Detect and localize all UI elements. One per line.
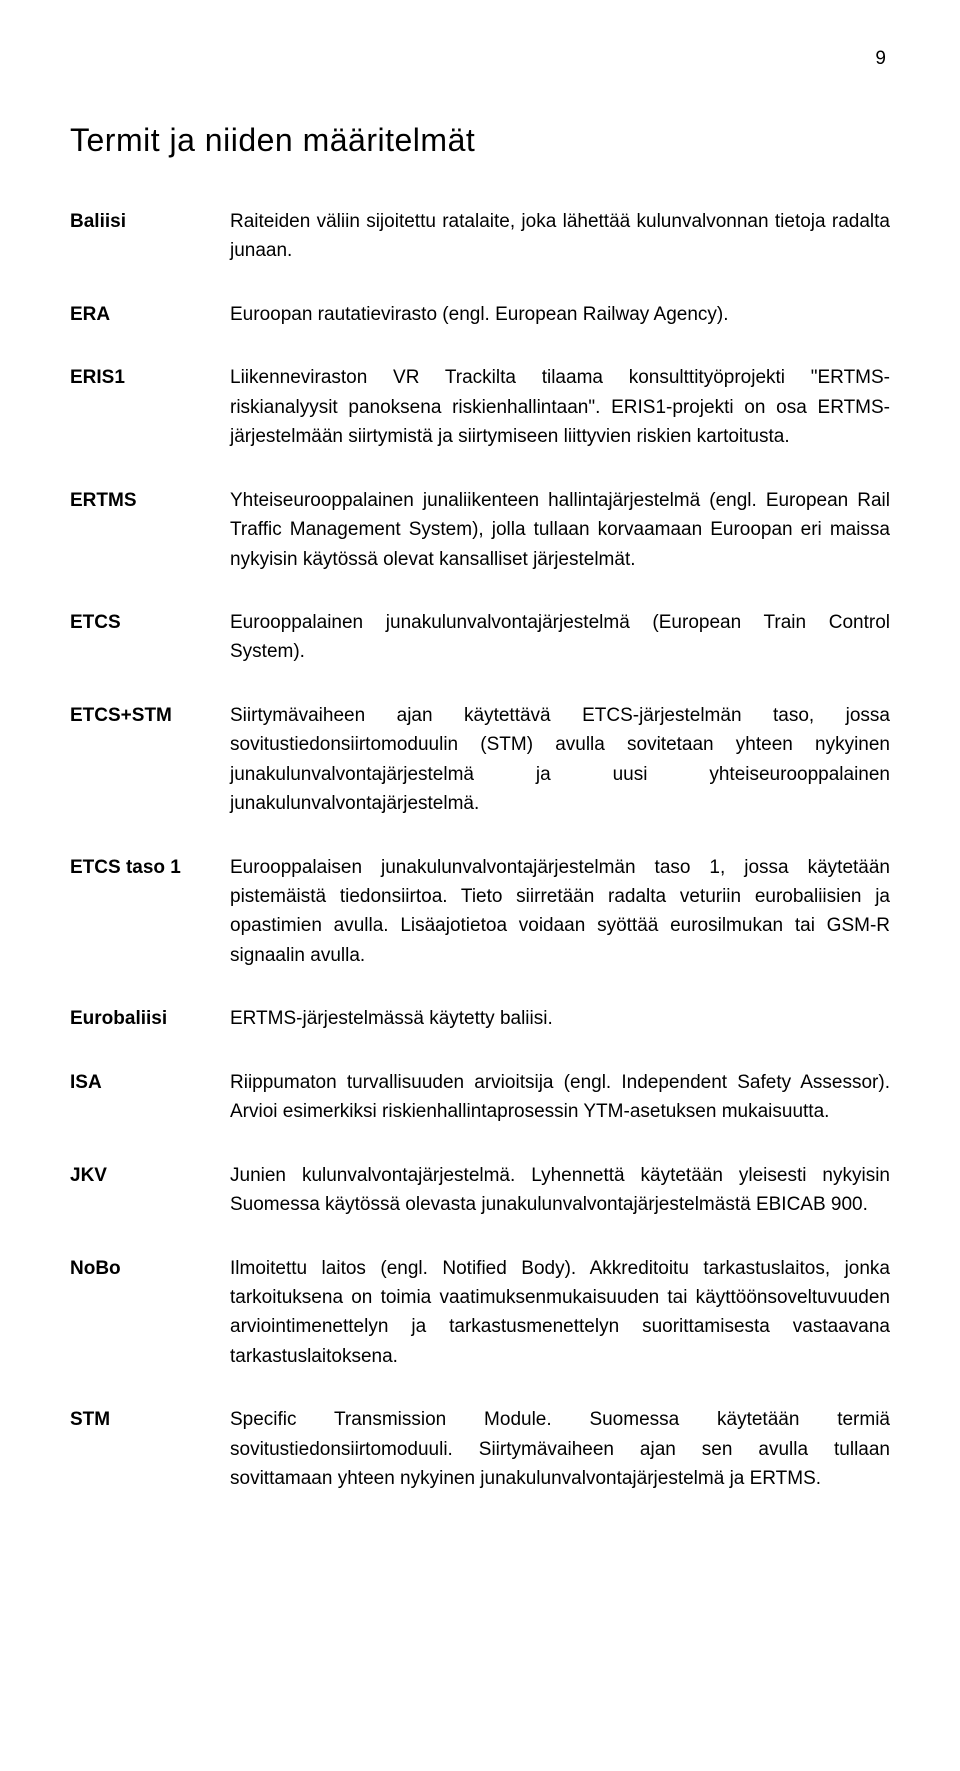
definition-description: Raiteiden väliin sijoitettu ratalaite, j… bbox=[230, 207, 890, 266]
definition-row: ISARiippumaton turvallisuuden arvioitsij… bbox=[70, 1068, 890, 1127]
definition-description: Yhteiseurooppalainen junaliikenteen hall… bbox=[230, 486, 890, 574]
definition-term: Eurobaliisi bbox=[70, 1004, 230, 1033]
definition-row: EurobaliisiERTMS-järjestelmässä käytetty… bbox=[70, 1004, 890, 1033]
definition-term: NoBo bbox=[70, 1254, 230, 1283]
definition-row: BaliisiRaiteiden väliin sijoitettu ratal… bbox=[70, 207, 890, 266]
definition-term: ETCS+STM bbox=[70, 701, 230, 730]
definition-row: ERTMSYhteiseurooppalainen junaliikenteen… bbox=[70, 486, 890, 574]
page-title: Termit ja niiden määritelmät bbox=[70, 122, 890, 159]
definition-row: STMSpecific Transmission Module. Suomess… bbox=[70, 1405, 890, 1493]
definitions-list: BaliisiRaiteiden väliin sijoitettu ratal… bbox=[70, 207, 890, 1494]
definition-term: ERTMS bbox=[70, 486, 230, 515]
definition-term: ERA bbox=[70, 300, 230, 329]
definition-term: ERIS1 bbox=[70, 363, 230, 392]
definition-row: ERIS1Liikenneviraston VR Trackilta tilaa… bbox=[70, 363, 890, 451]
definition-term: ETCS taso 1 bbox=[70, 853, 230, 882]
definition-term: ISA bbox=[70, 1068, 230, 1097]
definition-description: Riippumaton turvallisuuden arvioitsija (… bbox=[230, 1068, 890, 1127]
definition-description: Ilmoitettu laitos (engl. Notified Body).… bbox=[230, 1254, 890, 1372]
definition-term: JKV bbox=[70, 1161, 230, 1190]
definition-description: Specific Transmission Module. Suomessa k… bbox=[230, 1405, 890, 1493]
definition-description: Eurooppalainen junakulunvalvontajärjeste… bbox=[230, 608, 890, 667]
definition-description: Eurooppalaisen junakulunvalvontajärjeste… bbox=[230, 853, 890, 971]
definition-row: ERAEuroopan rautatievirasto (engl. Europ… bbox=[70, 300, 890, 329]
definition-row: NoBoIlmoitettu laitos (engl. Notified Bo… bbox=[70, 1254, 890, 1372]
definition-description: Liikenneviraston VR Trackilta tilaama ko… bbox=[230, 363, 890, 451]
definition-row: ETCS taso 1Eurooppalaisen junakulunvalvo… bbox=[70, 853, 890, 971]
definition-term: ETCS bbox=[70, 608, 230, 637]
definition-row: ETCSEurooppalainen junakulunvalvontajärj… bbox=[70, 608, 890, 667]
definition-term: STM bbox=[70, 1405, 230, 1434]
definition-description: ERTMS-järjestelmässä käytetty baliisi. bbox=[230, 1004, 890, 1033]
definition-row: ETCS+STMSiirtymävaiheen ajan käytettävä … bbox=[70, 701, 890, 819]
definition-description: Siirtymävaiheen ajan käytettävä ETCS-jär… bbox=[230, 701, 890, 819]
definition-row: JKVJunien kulunvalvontajärjestelmä. Lyhe… bbox=[70, 1161, 890, 1220]
definition-description: Euroopan rautatievirasto (engl. European… bbox=[230, 300, 890, 329]
definition-description: Junien kulunvalvontajärjestelmä. Lyhenne… bbox=[230, 1161, 890, 1220]
page-number: 9 bbox=[70, 48, 886, 70]
definition-term: Baliisi bbox=[70, 207, 230, 236]
